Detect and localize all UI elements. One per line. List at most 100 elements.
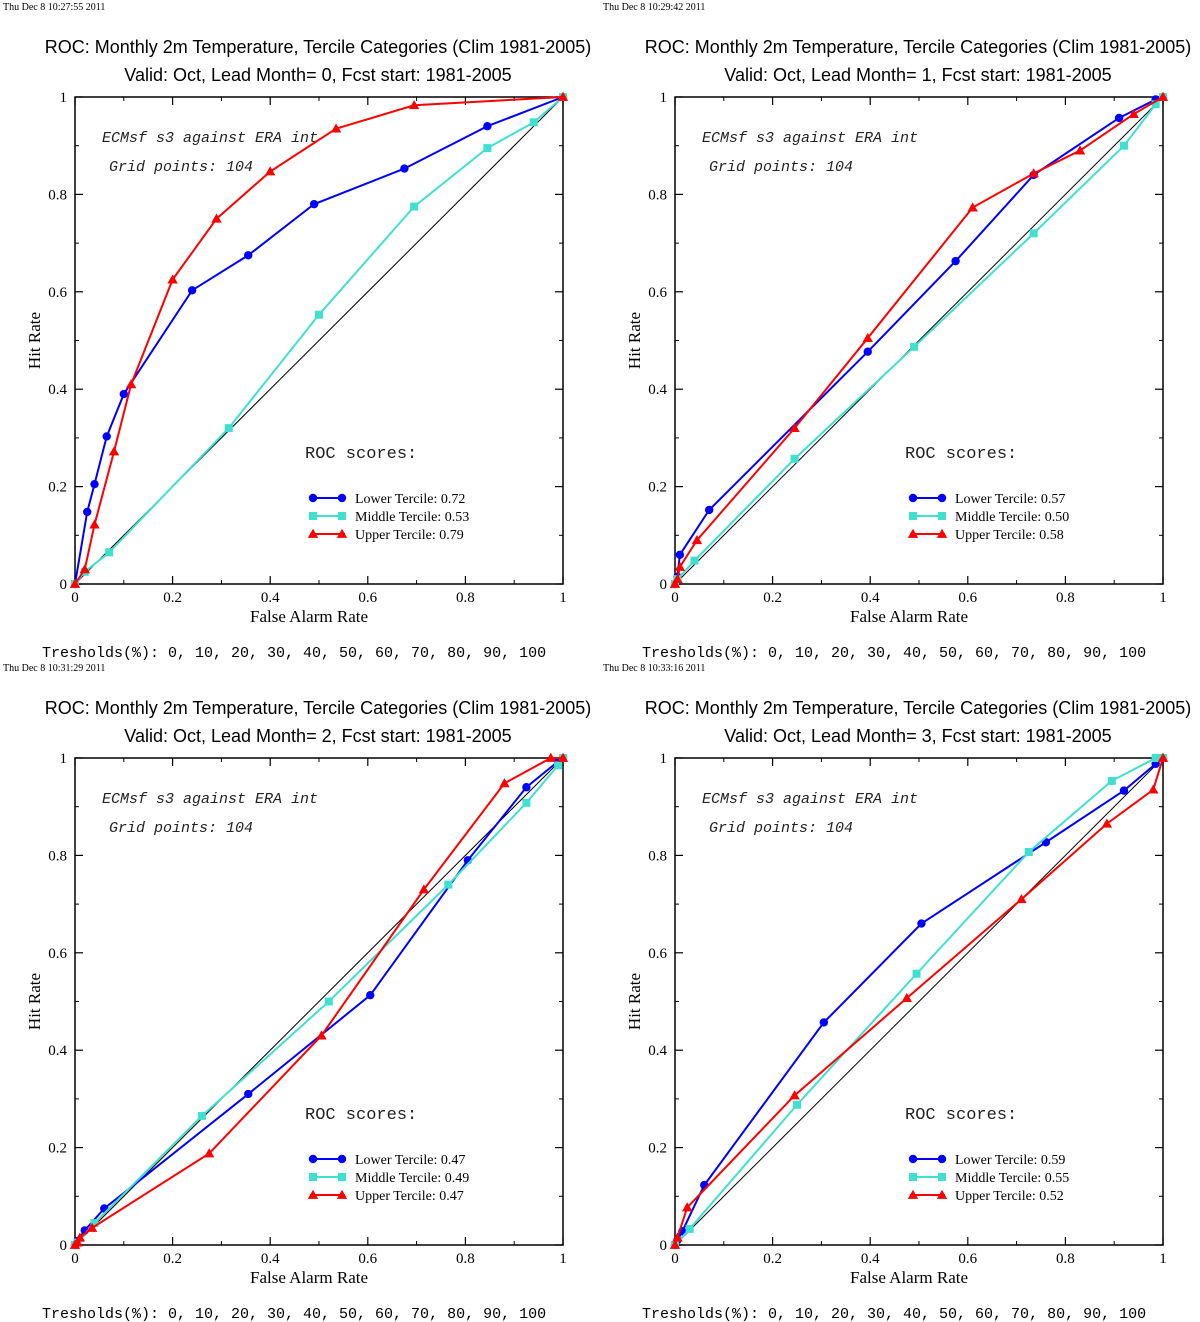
data-point-lower bbox=[951, 256, 960, 266]
chart-title: ROC: Monthly 2m Temperature, Tercile Cat… bbox=[645, 698, 1192, 718]
data-point-lower bbox=[522, 783, 531, 792]
legend-marker-lower bbox=[337, 1154, 347, 1164]
data-point-middle bbox=[1151, 100, 1160, 109]
data-point-middle bbox=[90, 1219, 99, 1228]
thresholds-label: Tresholds(%): 0, 10, 20, 30, 40, 50, 60,… bbox=[642, 1306, 1146, 1322]
legend-marker-upper bbox=[336, 1189, 348, 1199]
model-annotation: ECMsf s3 against ERA int bbox=[702, 130, 918, 147]
data-point-upper bbox=[1016, 894, 1027, 904]
roc-panel-4: Thu Dec 8 10:33:16 2011 ROC: Monthly 2m T… bbox=[603, 663, 1191, 1322]
legend-label-lower: Lower Tercile: 0.59 bbox=[955, 1153, 1065, 1168]
data-point-upper bbox=[330, 123, 342, 133]
y-tick-label: 0.6 bbox=[48, 946, 67, 962]
x-tick-label: 0.4 bbox=[861, 1251, 880, 1267]
data-point-middle bbox=[105, 548, 114, 557]
roc-scores-heading: ROC scores: bbox=[305, 445, 417, 464]
data-point-middle bbox=[197, 1111, 206, 1120]
chart-subtitle: Valid: Oct, Lead Month= 1, Fcst start: 1… bbox=[724, 65, 1111, 85]
y-tick-label: 0.2 bbox=[648, 1141, 667, 1157]
legend-label-middle: Middle Tercile: 0.55 bbox=[955, 1171, 1069, 1186]
data-point-lower bbox=[863, 347, 872, 356]
data-point-middle bbox=[315, 310, 323, 319]
data-point-lower bbox=[244, 1089, 253, 1099]
data-point-upper bbox=[545, 752, 556, 762]
x-tick-label: 0 bbox=[71, 1251, 79, 1267]
y-axis-label: Hit Rate bbox=[625, 973, 644, 1030]
x-tick-label: 0.6 bbox=[358, 590, 377, 606]
legend-label-upper: Upper Tercile: 0.79 bbox=[355, 528, 464, 543]
x-tick-label: 0.8 bbox=[1056, 590, 1075, 606]
legend-marker-lower bbox=[937, 1154, 947, 1164]
x-tick-label: 0 bbox=[671, 590, 679, 606]
legend-marker-upper bbox=[907, 1189, 919, 1199]
y-tick-label: 1 bbox=[660, 751, 668, 767]
series-line-middle bbox=[674, 757, 1163, 1246]
legend-label-lower: Lower Tercile: 0.47 bbox=[355, 1153, 465, 1168]
x-axis-label: False Alarm Rate bbox=[250, 1268, 368, 1287]
data-point-upper bbox=[691, 534, 703, 545]
no-skill-diagonal bbox=[674, 757, 1164, 1246]
data-point-middle bbox=[912, 969, 921, 978]
data-point-upper bbox=[1028, 168, 1039, 178]
y-tick-label: 0.8 bbox=[648, 187, 667, 203]
y-tick-label: 0 bbox=[660, 1238, 668, 1254]
data-point-upper bbox=[674, 561, 686, 571]
legend-marker-middle bbox=[309, 512, 317, 520]
grid-points-annotation: Grid points: 104 bbox=[709, 159, 853, 176]
x-axis-label: False Alarm Rate bbox=[850, 607, 968, 626]
x-tick-label: 0.4 bbox=[261, 590, 280, 606]
chart-title: ROC: Monthly 2m Temperature, Tercile Cat… bbox=[45, 37, 592, 57]
data-point-upper bbox=[557, 752, 569, 762]
data-point-upper bbox=[499, 778, 510, 788]
x-axis-label: False Alarm Rate bbox=[250, 607, 368, 626]
data-point-middle bbox=[522, 798, 531, 807]
data-point-lower bbox=[90, 479, 99, 489]
data-point-middle bbox=[1119, 141, 1128, 150]
legend-marker-upper bbox=[936, 1189, 948, 1199]
legend-marker-middle bbox=[338, 512, 346, 520]
data-point-upper bbox=[79, 564, 90, 574]
legend-marker-upper bbox=[907, 528, 919, 538]
data-point-upper bbox=[1128, 108, 1139, 118]
legend-marker-lower bbox=[908, 1154, 918, 1164]
data-point-lower bbox=[366, 990, 375, 1000]
roc-scores-heading: ROC scores: bbox=[305, 1106, 417, 1125]
legend-marker-upper bbox=[307, 1189, 319, 1199]
data-point-lower bbox=[483, 122, 492, 131]
legend-label-upper: Upper Tercile: 0.58 bbox=[955, 528, 1064, 543]
data-point-upper bbox=[89, 519, 100, 529]
data-point-upper bbox=[1074, 145, 1086, 155]
x-tick-label: 0.2 bbox=[763, 590, 782, 606]
roc-panel-1: Thu Dec 8 10:27:55 2011 ROC: Monthly 2m T… bbox=[3, 2, 591, 662]
data-point-middle bbox=[690, 556, 699, 565]
legend-marker-lower bbox=[337, 493, 347, 503]
thresholds-label: Tresholds(%): 0, 10, 20, 30, 40, 50, 60,… bbox=[42, 1306, 546, 1322]
y-axis-label: Hit Rate bbox=[625, 312, 644, 369]
legend-marker-middle bbox=[938, 512, 946, 520]
x-tick-label: 0.2 bbox=[163, 1251, 182, 1267]
data-point-upper bbox=[789, 1090, 800, 1100]
x-tick-label: 0.6 bbox=[958, 1251, 977, 1267]
data-point-middle bbox=[1151, 754, 1160, 762]
roc-scores-heading: ROC scores: bbox=[905, 445, 1017, 464]
chart-title: ROC: Monthly 2m Temperature, Tercile Cat… bbox=[45, 698, 592, 718]
data-point-upper bbox=[125, 379, 137, 389]
y-tick-label: 1 bbox=[60, 90, 68, 106]
grid-points-annotation: Grid points: 104 bbox=[109, 159, 253, 176]
data-point-upper bbox=[967, 202, 978, 212]
data-point-lower bbox=[309, 199, 319, 209]
series-line-lower bbox=[674, 757, 1164, 1246]
data-point-upper bbox=[211, 213, 222, 223]
data-point-upper bbox=[672, 573, 683, 584]
legend-label-upper: Upper Tercile: 0.52 bbox=[955, 1189, 1064, 1204]
data-point-lower bbox=[819, 1018, 829, 1027]
y-tick-label: 0 bbox=[60, 1238, 68, 1254]
legend-label-middle: Middle Tercile: 0.53 bbox=[355, 510, 469, 525]
data-point-upper bbox=[789, 422, 800, 433]
y-tick-label: 0 bbox=[660, 577, 668, 593]
legend-marker-middle bbox=[909, 1173, 917, 1181]
legend-marker-middle bbox=[938, 1173, 946, 1181]
legend-marker-middle bbox=[909, 512, 917, 520]
legend-marker-upper bbox=[336, 528, 348, 538]
x-tick-label: 0.8 bbox=[456, 1251, 475, 1267]
